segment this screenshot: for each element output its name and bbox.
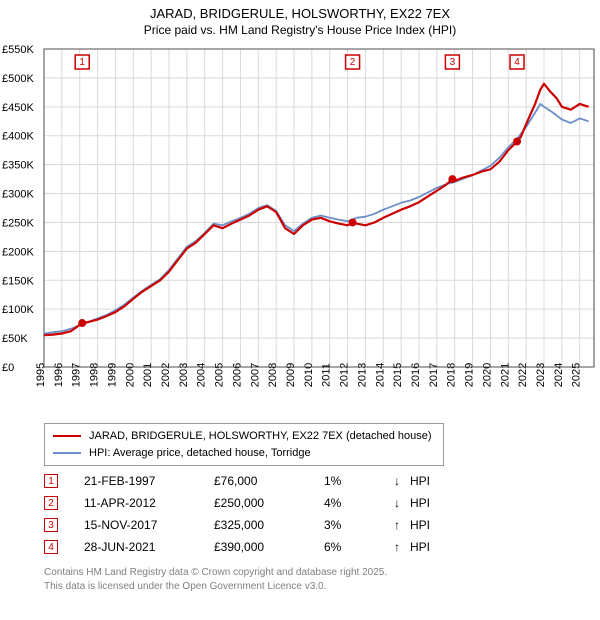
row-marker: 2 [44,496,58,510]
transaction-row: 4 28-JUN-2021£390,0006%↑HPI [44,536,600,558]
x-tick-label: 2018 [446,363,458,387]
y-tick-label: £500K [2,73,34,85]
sale-point-marker-number: 4 [514,57,520,68]
line-chart-svg: £0 £50K £100K £150K £200K £250K £300K £350K £400… [0,37,600,417]
legend-label: JARAD, BRIDGERULE, HOLSWORTHY, EX22 7EX … [89,428,432,445]
footer-line-2: This data is licensed under the Open Gov… [44,580,600,594]
sale-point-dot [349,218,357,226]
transaction-row: 1 21-FEB-1997£76,0001%↓HPI [44,470,600,492]
row-hpi-label: HPI [410,540,450,554]
transactions-table: 121-FEB-1997£76,0001%↓HPI211-APR-2012£25… [44,470,600,558]
y-tick-label: £200K [2,246,34,258]
x-tick-label: 2006 [231,363,243,387]
title-main: JARAD, BRIDGERULE, HOLSWORTHY, EX22 7EX [0,6,600,21]
y-tick-label: £150K [2,275,34,287]
x-tick-label: 2000 [124,363,136,387]
y-tick-label: £50K [2,333,28,345]
row-hpi-label: HPI [410,474,450,488]
arrow-icon: ↑ [394,518,410,532]
y-tick-label: £450K [2,102,34,114]
legend-swatch [53,452,81,454]
sale-point-marker-number: 1 [79,57,85,68]
y-tick-label: £400K [2,131,34,143]
row-pct: 3% [324,518,394,532]
x-tick-label: 2023 [535,363,547,387]
x-tick-label: 1998 [89,363,101,387]
x-tick-label: 1996 [53,363,65,387]
arrow-icon: ↑ [394,540,410,554]
row-pct: 1% [324,474,394,488]
x-tick-label: 2020 [481,363,493,387]
x-tick-label: 1995 [35,363,47,387]
row-hpi-label: HPI [410,518,450,532]
chart-area: £0 £50K £100K £150K £200K £250K £300K £350K £400… [0,37,600,417]
x-tick-label: 1999 [106,363,118,387]
row-date: 15-NOV-2017 [84,518,214,532]
x-tick-label: 2002 [160,363,172,387]
x-tick-label: 2024 [553,363,565,387]
row-price: £250,000 [214,496,324,510]
series-line [44,84,589,336]
x-tick-label: 2017 [428,363,440,387]
x-tick-label: 2019 [464,363,476,387]
row-marker: 1 [44,474,58,488]
footer-attribution: Contains HM Land Registry data © Crown c… [44,566,600,593]
x-tick-label: 2003 [178,363,190,387]
arrow-icon: ↓ [394,496,410,510]
sale-point-marker-number: 2 [350,57,356,68]
y-tick-label: £300K [2,189,34,201]
x-tick-label: 2013 [356,363,368,387]
x-tick-label: 2007 [249,363,261,387]
y-tick-label: £350K [2,160,34,172]
y-tick-label: £100K [2,304,34,316]
x-tick-label: 1997 [71,363,83,387]
x-tick-label: 2010 [303,363,315,387]
row-date: 28-JUN-2021 [84,540,214,554]
x-tick-label: 2001 [142,363,154,387]
title-sub: Price paid vs. HM Land Registry's House … [0,23,600,37]
x-tick-label: 2021 [499,363,511,387]
chart-titles: JARAD, BRIDGERULE, HOLSWORTHY, EX22 7EX … [0,0,600,37]
sale-point-marker-number: 3 [450,57,456,68]
x-tick-label: 2016 [410,363,422,387]
legend: JARAD, BRIDGERULE, HOLSWORTHY, EX22 7EX … [44,423,444,466]
y-tick-label: £550K [2,44,34,56]
x-tick-label: 2022 [517,363,529,387]
row-date: 21-FEB-1997 [84,474,214,488]
y-tick-label: £250K [2,217,34,229]
legend-label: HPI: Average price, detached house, Torr… [89,445,311,462]
sale-point-dot [78,319,86,327]
row-date: 11-APR-2012 [84,496,214,510]
x-tick-label: 2004 [196,363,208,387]
footer-line-1: Contains HM Land Registry data © Crown c… [44,566,600,580]
y-tick-label: £0 [2,362,14,374]
x-tick-label: 2008 [267,363,279,387]
row-hpi-label: HPI [410,496,450,510]
legend-item: JARAD, BRIDGERULE, HOLSWORTHY, EX22 7EX … [53,428,435,445]
transaction-row: 2 11-APR-2012£250,0004%↓HPI [44,492,600,514]
row-pct: 6% [324,540,394,554]
x-tick-label: 2025 [571,363,583,387]
x-tick-label: 2009 [285,363,297,387]
row-price: £325,000 [214,518,324,532]
row-pct: 4% [324,496,394,510]
legend-swatch [53,435,81,437]
x-tick-label: 2015 [392,363,404,387]
sale-point-dot [513,138,521,146]
x-tick-label: 2005 [214,363,226,387]
row-marker: 3 [44,518,58,532]
x-tick-label: 2014 [374,363,386,387]
x-tick-label: 2012 [339,363,351,387]
row-price: £390,000 [214,540,324,554]
legend-item: HPI: Average price, detached house, Torr… [53,445,435,462]
row-marker: 4 [44,540,58,554]
arrow-icon: ↓ [394,474,410,488]
row-price: £76,000 [214,474,324,488]
sale-point-dot [448,175,456,183]
transaction-row: 3 15-NOV-2017£325,0003%↑HPI [44,514,600,536]
